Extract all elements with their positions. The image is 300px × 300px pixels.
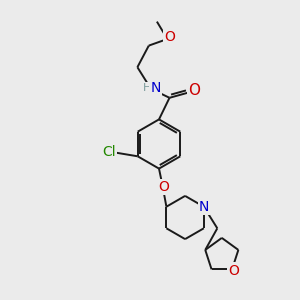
Text: O: O	[228, 264, 239, 278]
Text: O: O	[164, 31, 175, 44]
Text: O: O	[188, 83, 200, 98]
Text: N: N	[151, 81, 161, 95]
Text: N: N	[199, 200, 209, 214]
Text: Cl: Cl	[103, 145, 116, 159]
Text: H: H	[143, 83, 151, 93]
Text: O: O	[158, 180, 169, 194]
